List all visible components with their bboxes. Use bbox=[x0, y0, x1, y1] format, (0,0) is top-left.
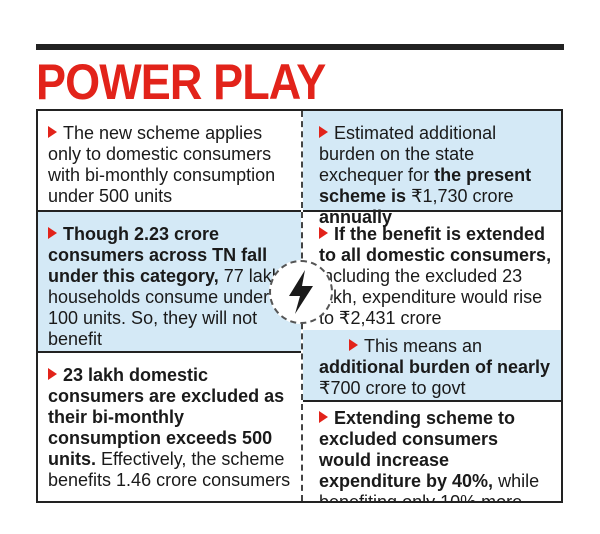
right-item-3-bold: additional burden of nearly bbox=[319, 357, 551, 377]
top-rule bbox=[36, 44, 564, 50]
left-separator-1 bbox=[38, 210, 301, 212]
red-arrow-icon bbox=[48, 126, 57, 138]
right-item-4-bold: Extending scheme to excluded consumers w… bbox=[319, 408, 516, 491]
red-arrow-icon bbox=[319, 411, 328, 423]
right-item-1-bold: the present scheme is bbox=[319, 165, 532, 206]
right-item-4: Extending scheme to excluded consumers w… bbox=[303, 402, 561, 501]
right-item-1-bold2: annually bbox=[319, 207, 393, 227]
left-item-3: 23 lakh domestic consumers are excluded … bbox=[38, 353, 301, 501]
right-item-2-bold: If the benefit is extended to all domest… bbox=[319, 224, 552, 265]
left-item-2: Though 2.23 crore consumers across TN fa… bbox=[38, 212, 301, 351]
left-item-3-bold: 23 lakh domestic consumers are excluded … bbox=[48, 365, 285, 469]
right-item-3-text: ₹700 crore to govt bbox=[319, 378, 466, 398]
right-separator-1 bbox=[303, 210, 561, 212]
right-item-1-text: ₹1,730 crore bbox=[406, 186, 514, 206]
right-separator-2 bbox=[303, 400, 561, 402]
right-item-2: If the benefit is extended to all domest… bbox=[303, 212, 561, 328]
left-separator-2 bbox=[38, 351, 301, 353]
right-item-3-pre: This means an bbox=[364, 336, 483, 356]
left-item-1-text: The new scheme applies only to domestic … bbox=[48, 123, 276, 206]
page-title: POWER PLAY bbox=[36, 54, 326, 110]
right-item-2-text: including the excluded 23 lakh, expendit… bbox=[319, 266, 543, 328]
left-item-3-text: Effectively, the scheme benefits 1.46 cr… bbox=[48, 449, 291, 490]
red-arrow-icon bbox=[48, 227, 57, 239]
red-arrow-icon bbox=[319, 126, 328, 138]
right-item-1-pre: Estimated additional burden on the state… bbox=[319, 123, 497, 185]
left-item-2-text: 77 lakh households consume under 100 uni… bbox=[48, 266, 282, 349]
right-item-4-text: while benefiting only 10% more bbox=[319, 471, 540, 503]
info-panel: The new scheme applies only to domestic … bbox=[36, 109, 563, 503]
left-item-1: The new scheme applies only to domestic … bbox=[38, 111, 301, 210]
lightning-bolt-icon bbox=[269, 260, 333, 324]
right-item-1: Estimated additional burden on the state… bbox=[303, 111, 561, 227]
right-item-3: This means an additional burden of nearl… bbox=[303, 330, 561, 402]
red-arrow-icon bbox=[319, 227, 328, 239]
left-item-2-bold: Though 2.23 crore consumers across TN fa… bbox=[48, 224, 268, 286]
red-arrow-icon bbox=[48, 368, 57, 380]
red-arrow-icon bbox=[349, 339, 358, 351]
